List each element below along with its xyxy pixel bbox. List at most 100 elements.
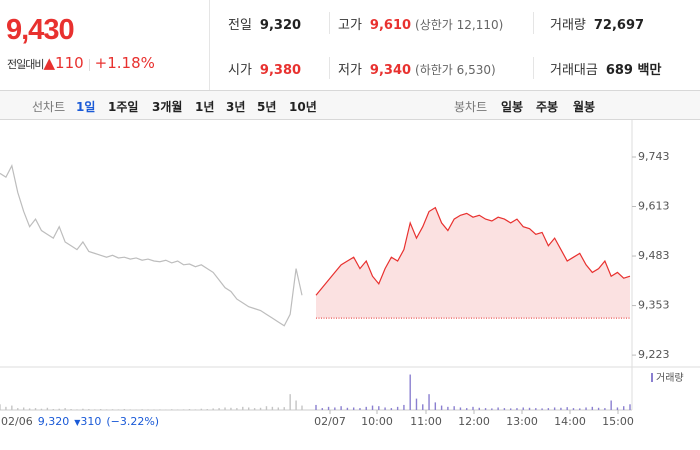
volume-bar [447, 406, 449, 410]
volume-bar [629, 404, 631, 410]
volume-bar [453, 406, 455, 410]
volume-bar [271, 406, 274, 410]
volume-bar [46, 407, 49, 410]
period-tab[interactable]: 1주일 [108, 100, 139, 114]
volume-bar [491, 408, 493, 410]
volume-bar [623, 406, 625, 410]
stat-value: 9,610 [369, 18, 412, 33]
volume-bar [340, 406, 342, 410]
volume-bar [206, 409, 208, 410]
volume-bar [597, 407, 600, 410]
tab-bar: 선차트 봉차트 1일 1주일 3개월 1년 3년 5년 10년 일봉 주봉 월봉 [0, 90, 700, 120]
legend-swatch [651, 373, 653, 382]
volume-bar [535, 408, 537, 410]
price-line [315, 206, 631, 296]
volume-bar [359, 408, 361, 410]
volume-bar [52, 409, 54, 410]
x-tick-label: 12:00 [458, 415, 490, 428]
volume-bar [194, 409, 197, 410]
volume-bar [422, 404, 424, 410]
volume-bar [200, 408, 203, 410]
volume-bar [277, 407, 280, 410]
volume-bar [259, 407, 262, 410]
period-tab[interactable]: 3개월 [152, 100, 183, 114]
volume-bar [17, 408, 19, 410]
divider [209, 0, 210, 90]
stat-value: 689 백만 [605, 63, 662, 78]
volume-bar [153, 409, 155, 410]
stat-value: 9,380 [259, 63, 302, 78]
volume-bar [70, 409, 72, 410]
area-fill [316, 207, 630, 319]
divider [533, 12, 534, 34]
volume-bar [22, 407, 25, 410]
y-tick-label: 9,223 [638, 348, 670, 361]
x-tick-label: 13:00 [506, 415, 538, 428]
volume-bar [248, 407, 250, 410]
volume-bar [295, 400, 297, 410]
candle-tab[interactable]: 주봉 [536, 100, 559, 114]
stat-label: 거래대금 [550, 63, 598, 78]
candle-tab[interactable]: 월봉 [573, 100, 596, 114]
volume-bar [572, 408, 575, 410]
volume-bar [28, 408, 31, 410]
volume-bar [11, 405, 13, 410]
stat: 저가 9,340 (하한가 6,530) [338, 59, 496, 78]
stat-label: 시가 [228, 63, 252, 78]
period-tab[interactable]: 10년 [289, 100, 317, 114]
period-tab[interactable]: 5년 [257, 100, 277, 114]
volume-bar [182, 409, 185, 410]
volume-bar [111, 409, 114, 410]
volume-bar [236, 408, 238, 410]
y-tick-label: 9,613 [638, 200, 670, 213]
volume-bar [289, 394, 291, 410]
volume-bar [352, 407, 355, 410]
volume-bar [5, 406, 7, 410]
volume-bar [176, 409, 179, 410]
volume-bar [547, 408, 550, 410]
volume-bar [141, 409, 143, 410]
volume-bar [604, 408, 606, 410]
period-tab[interactable]: 3년 [226, 100, 246, 114]
volume-bar [409, 374, 411, 410]
volume-bar [88, 409, 90, 410]
volume-bar [64, 408, 66, 410]
stat-label: 저가 [338, 63, 362, 78]
volume-bar [315, 404, 317, 410]
stat-label: 거래량 [550, 18, 586, 33]
period-tab[interactable]: 1년 [195, 100, 215, 114]
stat: 거래량 72,697 [550, 14, 644, 33]
volume-bar [528, 407, 531, 410]
volume-bar [509, 408, 512, 410]
volume-bar [82, 408, 84, 410]
stat: 전일 9,320 [228, 14, 301, 33]
x-tick-label: 14:00 [554, 415, 586, 428]
change-arrow: ▲ [43, 54, 56, 72]
volume-bar [117, 409, 120, 410]
tab-group-label: 선차트 [32, 100, 66, 114]
volume-bar [253, 408, 256, 410]
divider [533, 57, 534, 79]
candle-tab[interactable]: 일봉 [501, 100, 524, 114]
volume-bar [503, 408, 506, 410]
change-label: 전일대비 [7, 58, 44, 71]
x-tick-label: 15:00 [602, 415, 634, 428]
volume-bar [371, 405, 374, 410]
volume-bar [440, 405, 443, 410]
period-tab[interactable]: 1일 [76, 100, 96, 114]
change: 전일대비▲110 +1.18% [7, 54, 155, 72]
footer-info: 02/06 9,320 ▼310 (−3.22%) [1, 415, 159, 428]
volume-bar [616, 407, 619, 410]
volume-bar [99, 409, 102, 410]
volume-bar [212, 408, 214, 410]
volume-bar [560, 407, 562, 410]
volume-bar [553, 407, 556, 410]
volume-bar [516, 408, 518, 410]
stat-label: 고가 [338, 18, 362, 33]
footer-date: 02/06 [1, 415, 33, 428]
volume-bar [541, 408, 543, 410]
volume-bar [327, 406, 330, 410]
footer-change: 310 [80, 415, 101, 428]
y-tick-label: 9,743 [638, 150, 670, 163]
